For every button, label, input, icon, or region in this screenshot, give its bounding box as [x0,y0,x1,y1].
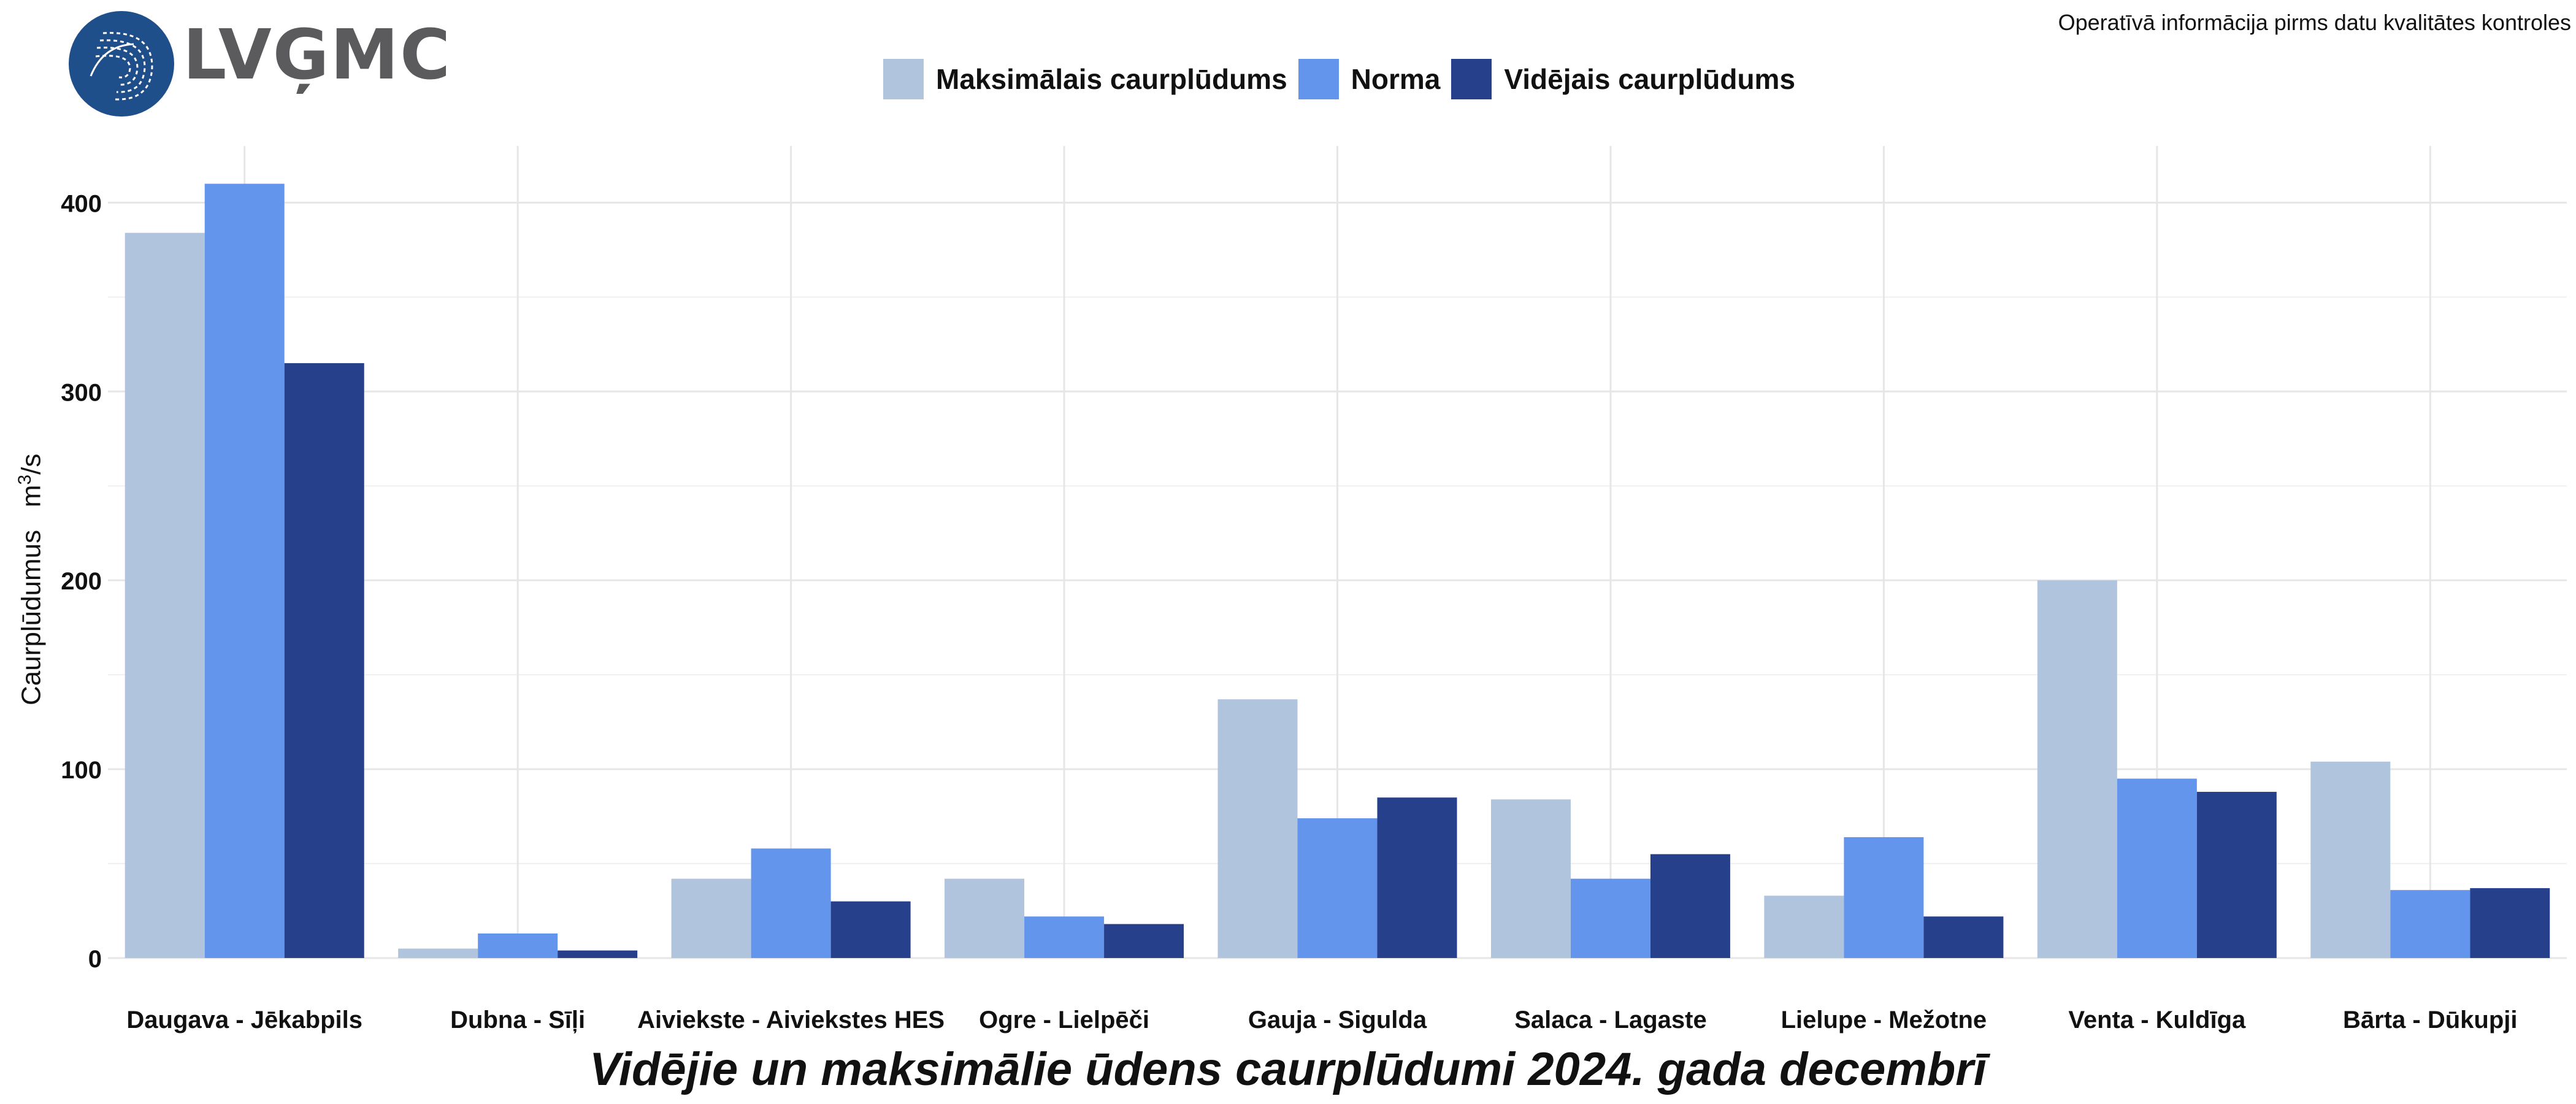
y-tick-label: 0 [88,946,102,973]
legend-item: Maksimālais caurplūdums [883,59,1287,99]
bar [671,878,751,958]
legend-label: Maksimālais caurplūdums [936,63,1287,95]
legend: Maksimālais caurplūdums Norma Vidējais cau… [883,59,1806,99]
bar [1923,916,2004,958]
bar [284,363,364,958]
bar [1024,916,1105,958]
x-tick-label: Dubna - Sīļi [450,1006,585,1033]
y-tick-label: 100 [61,757,102,784]
x-tick-label: Lielupe - Mežotne [1781,1006,1987,1033]
y-tick-label: 300 [61,379,102,406]
x-tick-label: Bārta - Dūkupji [2343,1006,2517,1033]
legend-key [1451,59,1492,99]
bar [398,948,478,958]
x-tick-label: Ogre - Lielpēči [979,1006,1149,1033]
bar [204,183,285,958]
legend-key [1298,59,1339,99]
bar [1377,797,1457,958]
bar [2470,888,2550,958]
legend-label: Norma [1351,63,1441,95]
legend-label: Vidējais caurplūdums [1504,63,1796,95]
x-tick-label: Venta - Kuldīga [2068,1006,2246,1033]
bar [1844,837,1924,958]
chart-title: Vidējie un maksimālie ūdens caurplūdumi … [589,1043,1987,1095]
bar [1570,878,1650,958]
bar [2037,580,2117,958]
logo-text: LVĢMC [183,15,452,95]
bar [2390,890,2471,958]
bar [1490,799,1571,958]
legend-key [883,59,924,99]
x-tick-label: Aiviekste - Aiviekstes HES [637,1006,945,1033]
bar [2310,761,2391,958]
x-tick-label: Salaca - Lagaste [1514,1006,1707,1033]
bar [751,848,831,958]
y-tick-label: 200 [61,568,102,595]
bar [2117,778,2197,958]
y-tick-label: 400 [61,190,102,217]
x-tick-label: Gauja - Sigulda [1248,1006,1427,1033]
bar [2196,792,2277,958]
bar [125,232,205,958]
bar [1217,699,1298,958]
legend-item: Vidējais caurplūdums [1451,59,1795,99]
x-tick-label: Daugava - Jēkabpils [126,1006,362,1033]
bar [945,878,1025,958]
bar [830,901,911,958]
bar [1650,854,1730,958]
bar [478,933,558,958]
bar [558,950,638,958]
bar [1104,924,1184,958]
bar [1297,818,1378,958]
y-axis-label: Caurplūdumus m3/s [15,453,47,705]
legend-item: Norma [1298,59,1441,99]
quality-note: Operatīvā informācija pirms datu kvalitā… [2058,10,2571,35]
bar [1764,895,1844,958]
lvgmc-logo-icon [69,11,174,117]
